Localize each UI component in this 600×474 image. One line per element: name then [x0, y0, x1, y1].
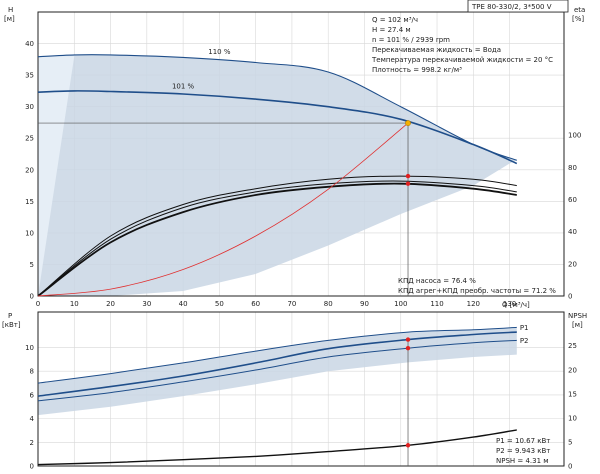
power-curve	[37, 331, 517, 397]
power-curve-label: P2	[520, 337, 529, 345]
head-x-tick: 40	[179, 300, 188, 308]
curve-label: 101 %	[172, 82, 195, 90]
head-x-tick: 80	[324, 300, 333, 308]
power-marker	[405, 337, 411, 342]
head-x-tick: 90	[360, 300, 369, 308]
power-curve	[37, 339, 517, 402]
head-h-tick: 20	[25, 166, 34, 174]
head-x-tick: 70	[287, 300, 296, 308]
q-axis-label: Q [м³/ч]	[502, 301, 530, 309]
head-x-tick: 120	[467, 300, 480, 308]
head-curve	[37, 90, 518, 165]
head-eta-tick: 60	[568, 196, 577, 204]
system-curve	[37, 122, 409, 297]
power-npsh-tick: 10	[568, 414, 577, 422]
power-marker	[405, 346, 411, 351]
head-curve	[37, 54, 517, 161]
head-h-tick: 10	[25, 229, 34, 237]
head-h-tick: 25	[25, 135, 34, 143]
head-h-tick: 35	[25, 72, 34, 80]
power-p-tick: 8	[30, 368, 34, 376]
power-p-tick: 0	[30, 463, 34, 471]
head-h-tick: 0	[30, 293, 34, 301]
p-axis-name: P	[8, 312, 12, 320]
efficiency-curve	[37, 182, 517, 297]
head-frame	[37, 11, 565, 297]
head-x-tick: 0	[36, 300, 40, 308]
power-npsh-tick: 15	[568, 390, 577, 398]
power-npsh-tick: 5	[568, 438, 572, 446]
power-p-tick: 6	[30, 391, 35, 399]
head-h-tick: 15	[25, 198, 34, 206]
power-npsh-tick: 0	[568, 463, 572, 471]
info-line-h: H = 27.4 м	[372, 26, 411, 34]
head-x-tick: 10	[70, 300, 79, 308]
power-p1: P1 = 10.67 кВт	[496, 437, 550, 445]
efficiency-curve	[37, 175, 517, 297]
npsh-curve	[37, 429, 517, 466]
info-line-q: Q = 102 м³/ч	[372, 16, 418, 24]
info-line-temp: Температура перекачиваемой жидкости = 20…	[371, 56, 553, 64]
head-eta-tick: 80	[568, 164, 577, 172]
head-marker	[405, 173, 411, 179]
eta-axis-unit: [%]	[572, 15, 584, 23]
power-npsh: NPSH = 4.31 м	[496, 457, 549, 465]
npsh-axis-name: NPSH	[568, 312, 587, 320]
head-x-tick: 50	[215, 300, 224, 308]
power-frame	[37, 311, 565, 467]
head-eta-tick: 100	[568, 132, 581, 140]
head-light-region	[38, 56, 75, 296]
info-line-liquid: Перекачиваемая жидкость = Вода	[372, 46, 501, 54]
title-box	[467, 0, 569, 13]
npsh-axis-unit: [м]	[572, 321, 583, 329]
power-operating-region	[38, 327, 517, 466]
head-x-tick: 60	[251, 300, 260, 308]
head-eta-tick: 40	[568, 228, 577, 236]
head-x-tick: 130	[503, 300, 516, 308]
power-p2: P2 = 9.943 кВт	[496, 447, 550, 455]
head-eta-tick: 0	[568, 293, 572, 301]
power-panel	[37, 311, 565, 467]
info-line-density: Плотность = 998.2 кг/м³	[372, 66, 462, 74]
power-p-tick: 4	[30, 415, 35, 423]
h-axis-unit: [м]	[4, 15, 15, 23]
head-x-tick: 20	[106, 300, 115, 308]
head-operating-region	[38, 54, 517, 297]
power-curve	[37, 326, 517, 384]
head-h-tick: 5	[30, 261, 34, 269]
eff-unit: КПД агрег+КПД преобр. частоты = 71.2 %	[398, 287, 556, 295]
curve-label: 110 %	[208, 48, 231, 56]
head-panel	[37, 11, 565, 297]
head-h-tick: 30	[25, 103, 34, 111]
power-npsh-tick: 25	[568, 342, 577, 350]
head-x-tick: 100	[394, 300, 407, 308]
power-p-tick: 2	[30, 439, 34, 447]
eta-axis-name: eta	[574, 6, 585, 14]
power-curve-label: P1	[520, 324, 529, 332]
p-axis-unit: [кВт]	[2, 321, 21, 329]
head-h-tick: 40	[25, 40, 34, 48]
power-p-tick: 10	[25, 344, 34, 352]
power-npsh-tick: 20	[568, 366, 577, 374]
head-eta-tick: 20	[568, 260, 577, 268]
h-axis-name: H	[8, 6, 13, 14]
duty-point	[405, 120, 411, 126]
power-marker	[405, 443, 411, 448]
head-marker	[405, 181, 411, 186]
chart-marks: 0 10 20 30 40 50 60 70 80 90 100 110 120 130051015202…	[25, 40, 581, 470]
eff-pump: КПД насоса = 76.4 %	[398, 277, 476, 285]
efficiency-curve	[37, 180, 517, 297]
title-box-text: TPE 80-330/2, 3*500 V	[471, 3, 552, 11]
head-x-tick: 30	[142, 300, 151, 308]
head-x-tick: 110	[430, 300, 443, 308]
info-line-n: n = 101 % / 2939 rpm	[372, 36, 450, 44]
